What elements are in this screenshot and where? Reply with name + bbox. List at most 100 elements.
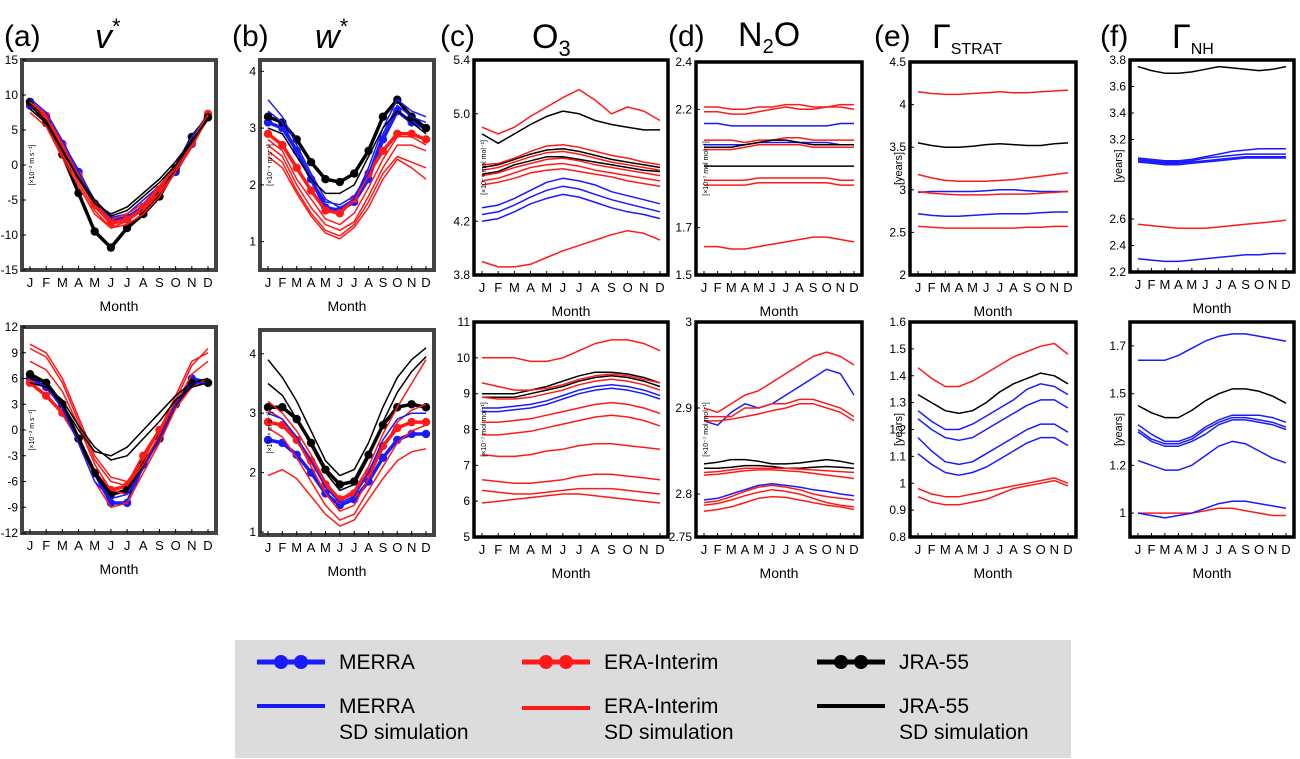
series-line-era-interim-2 xyxy=(704,398,855,418)
data-point xyxy=(74,434,83,443)
y-tick-label: 3.8 xyxy=(1109,53,1126,67)
series-line-merra-6 xyxy=(482,387,661,413)
x-tick-label: J xyxy=(479,542,486,557)
data-point xyxy=(306,186,316,195)
x-tick-label: F xyxy=(928,280,936,295)
data-point xyxy=(421,429,431,439)
series-line-merra-3 xyxy=(917,399,1069,442)
series-line-merra-4 xyxy=(1137,419,1287,447)
x-tick-label: O xyxy=(171,538,181,553)
x-tick-label: D xyxy=(849,542,858,557)
series-line-merra-2 xyxy=(1137,153,1286,163)
series-line-merra-4 xyxy=(267,104,427,206)
legend-swatch-jra-sd xyxy=(817,704,885,708)
plot-frame xyxy=(258,328,436,537)
x-tick-label: J xyxy=(337,540,344,555)
x-tick-label: J xyxy=(915,542,922,557)
series-line-era-interim-6 xyxy=(704,144,854,151)
x-tick-label: M xyxy=(57,538,68,553)
x-tick-label: O xyxy=(1254,542,1264,557)
series-line-era-interim-6 xyxy=(703,467,855,474)
series-line-merra-2 xyxy=(704,122,854,127)
series-line-merra-1 xyxy=(703,368,855,426)
plot-frame xyxy=(908,320,1078,539)
x-tick-label: M xyxy=(1159,542,1170,557)
x-tick-label: F xyxy=(928,542,936,557)
x-tick-label: A xyxy=(591,542,600,557)
series-line-jra-55-2 xyxy=(481,147,661,169)
series-line-jra-55-5 xyxy=(704,464,855,469)
panel-label-f: (f) xyxy=(1100,20,1128,53)
x-tick-label: J xyxy=(576,280,583,295)
x-tick-label: M xyxy=(940,542,951,557)
series-line-era-interim-8 xyxy=(482,414,661,436)
legend-swatch-era-reanalysis xyxy=(522,655,590,669)
series-line-era-interim-2 xyxy=(917,172,1069,183)
x-tick-label: F xyxy=(278,275,286,290)
series-group xyxy=(481,339,661,504)
panel-label-e: (e) xyxy=(874,20,911,53)
series-line-jra-55-0 xyxy=(481,110,660,145)
x-tick-label: F xyxy=(1147,542,1155,557)
x-tick-label: F xyxy=(494,542,502,557)
panel-11: 1.61.51.41.31.21.110.90.8J F M A M J J A S O N DMon… xyxy=(889,315,1078,581)
y-tick-label: 1 xyxy=(1119,506,1126,520)
series-line-era-interim-3 xyxy=(704,402,855,422)
x-tick-label: D xyxy=(655,280,664,295)
series-group xyxy=(917,342,1069,506)
x-axis-label: Month xyxy=(1193,565,1232,581)
x-tick-label: A xyxy=(307,540,316,555)
legend-jra-reanalysis: JRA-55 xyxy=(815,650,969,676)
x-tick-label: J xyxy=(479,280,486,295)
x-tick-label: A xyxy=(1174,542,1183,557)
x-tick-label: N xyxy=(407,540,416,555)
x-tick-label: J xyxy=(997,542,1004,557)
panel-label-d: (d) xyxy=(668,20,705,53)
y-tick-label: 3.4 xyxy=(1109,106,1126,120)
series-line-era-interim-0 xyxy=(917,342,1069,388)
x-tick-label: O xyxy=(1036,280,1046,295)
y-tick-label: 9 xyxy=(463,387,470,401)
x-tick-label: J xyxy=(1202,277,1209,292)
series-line-jra-55-4 xyxy=(267,356,427,492)
y-tick-label: 10 xyxy=(5,88,19,102)
y-axis-label: [×10⁻⁷ mol mol⁻¹] xyxy=(481,402,488,457)
y-tick-label: 1.5 xyxy=(1109,387,1126,401)
x-tick-label: D xyxy=(1281,277,1290,292)
series-line-merra-7 xyxy=(1137,500,1287,519)
y-tick-label: 2.5 xyxy=(889,225,906,239)
series-line-merra-3 xyxy=(917,189,1068,194)
series-line-era-interim-10 xyxy=(481,473,661,485)
series-line-era-interim-4 xyxy=(481,143,661,166)
x-tick-label: S xyxy=(1241,277,1250,292)
y-tick-label: 2.4 xyxy=(675,55,692,69)
x-tick-label: A xyxy=(526,280,535,295)
x-tick-label: S xyxy=(155,275,164,290)
data-point xyxy=(335,480,345,489)
title-b: w* xyxy=(315,14,349,56)
y-tick-label: 2.2 xyxy=(675,102,692,116)
data-point xyxy=(421,123,431,133)
series-line-jra-55-2 xyxy=(482,375,661,399)
x-tick-label: F xyxy=(42,275,50,290)
x-tick-label: F xyxy=(714,280,722,295)
x-tick-label: D xyxy=(849,280,858,295)
x-tick-label: J xyxy=(701,542,708,557)
x-tick-label: M xyxy=(509,542,520,557)
x-tick-label: A xyxy=(364,275,373,290)
series-line-merra-3 xyxy=(1137,416,1287,445)
x-tick-label: O xyxy=(623,280,633,295)
x-tick-label: J xyxy=(27,538,34,553)
x-tick-label: M xyxy=(967,280,978,295)
y-tick-label: 5 xyxy=(11,123,18,137)
y-axis-label: [years] xyxy=(893,413,905,446)
x-tick-label: M xyxy=(1186,542,1197,557)
x-tick-label: O xyxy=(822,542,832,557)
data-point xyxy=(378,146,388,156)
legend-label-merra-sd: MERRA SD simulation xyxy=(339,695,469,744)
series-line-era-interim-8 xyxy=(267,448,427,527)
x-tick-label: J xyxy=(997,280,1004,295)
